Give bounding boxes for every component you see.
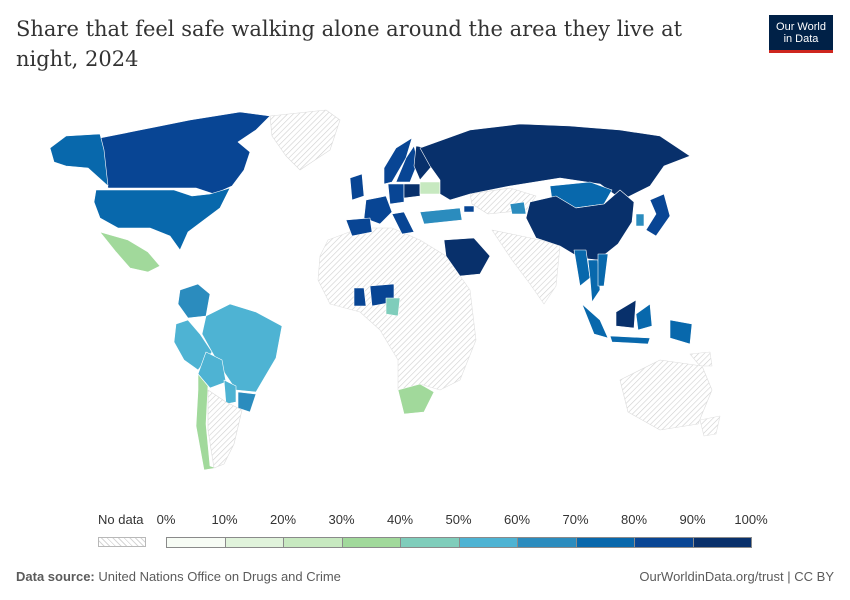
legend-bin-9[interactable] (692, 537, 752, 548)
legend-tick-0: 0% (156, 512, 176, 527)
country-south-africa[interactable] (397, 383, 435, 415)
country-brazil[interactable] (201, 303, 283, 393)
country-bolivia[interactable] (197, 351, 227, 389)
country-thailand[interactable] (587, 259, 601, 303)
footer-links: OurWorldinData.org/trust | CC BY (639, 569, 834, 584)
data-source-text: United Nations Office on Drugs and Crime (98, 569, 341, 584)
country-south-korea[interactable] (635, 213, 645, 227)
country-colombia[interactable] (177, 283, 211, 319)
license-link[interactable]: CC BY (794, 569, 834, 584)
legend-bin-3[interactable] (341, 537, 401, 548)
country-uzbekistan[interactable] (509, 201, 527, 215)
country-china[interactable] (525, 189, 635, 261)
country-vietnam[interactable] (597, 253, 609, 287)
country-georgia[interactable] (463, 205, 475, 213)
no-data-region-1[interactable] (491, 229, 561, 305)
data-source: Data source: United Nations Office on Dr… (16, 569, 341, 584)
legend-bin-1[interactable] (224, 537, 284, 548)
trust-link[interactable]: OurWorldinData.org/trust (639, 569, 784, 584)
country-argentina[interactable] (207, 389, 243, 469)
legend-bin-4[interactable] (400, 537, 460, 548)
legend-tick-6: 60% (503, 512, 531, 527)
country-malaysia[interactable] (615, 299, 637, 329)
legend-no-data-swatch[interactable] (98, 537, 146, 547)
legend-bin-2[interactable] (283, 537, 343, 548)
country-alaska-united-states[interactable] (49, 133, 109, 187)
no-data-region-2[interactable] (689, 351, 713, 367)
world-map (49, 109, 721, 471)
no-data-region-3[interactable] (699, 415, 721, 437)
country-mexico[interactable] (99, 231, 161, 273)
footer-separator: | (787, 569, 791, 584)
country-australia[interactable] (619, 359, 713, 431)
legend-tick-5: 50% (445, 512, 472, 527)
country-italy[interactable] (391, 211, 415, 235)
country-united-states[interactable] (93, 187, 231, 251)
country-turkey[interactable] (419, 207, 463, 225)
country-indonesia[interactable] (581, 303, 693, 345)
legend-tick-7: 70% (562, 512, 589, 527)
country-germany[interactable] (387, 183, 405, 205)
country-paraguay[interactable] (223, 379, 237, 405)
country-ghana[interactable] (353, 287, 367, 307)
country-poland[interactable] (403, 183, 421, 199)
legend-tick-2: 20% (269, 512, 297, 527)
country-saudi-arabia[interactable] (443, 237, 491, 277)
legend-no-data-label: No data (98, 512, 144, 527)
legend-tick-1: 10% (211, 512, 238, 527)
legend-tick-8: 80% (620, 512, 648, 527)
country-japan[interactable] (645, 193, 671, 237)
legend-bin-8[interactable] (634, 537, 694, 548)
legend: No data 0% 10% 20% 30% 40% 50% 60% 70% 80% 90% 100… (0, 512, 850, 552)
country-spain[interactable] (345, 217, 373, 237)
logo-line-2: in Data (783, 33, 819, 45)
country-chile[interactable] (195, 373, 217, 471)
legend-bin-0[interactable] (166, 537, 226, 548)
country-ukraine[interactable] (419, 181, 441, 195)
country-greenland[interactable] (269, 109, 341, 171)
chart-title: Share that feel safe walking alone aroun… (16, 17, 683, 71)
country-cameroon[interactable] (385, 297, 401, 317)
legend-tick-4: 40% (386, 512, 414, 527)
data-source-label: Data source: (16, 569, 95, 584)
legend-tick-3: 30% (328, 512, 355, 527)
country-france[interactable] (363, 195, 393, 225)
legend-tick-10: 100% (734, 512, 768, 527)
legend-tick-9: 90% (679, 512, 706, 527)
legend-bin-5[interactable] (458, 537, 518, 548)
legend-bin-7[interactable] (575, 537, 635, 548)
owid-logo[interactable]: Our World in Data (769, 15, 833, 53)
legend-bin-6[interactable] (517, 537, 577, 548)
country-united-kingdom[interactable] (349, 173, 365, 201)
country-uruguay[interactable] (237, 391, 257, 413)
country-canada[interactable] (95, 111, 271, 195)
logo-line-1: Our World (776, 21, 826, 33)
